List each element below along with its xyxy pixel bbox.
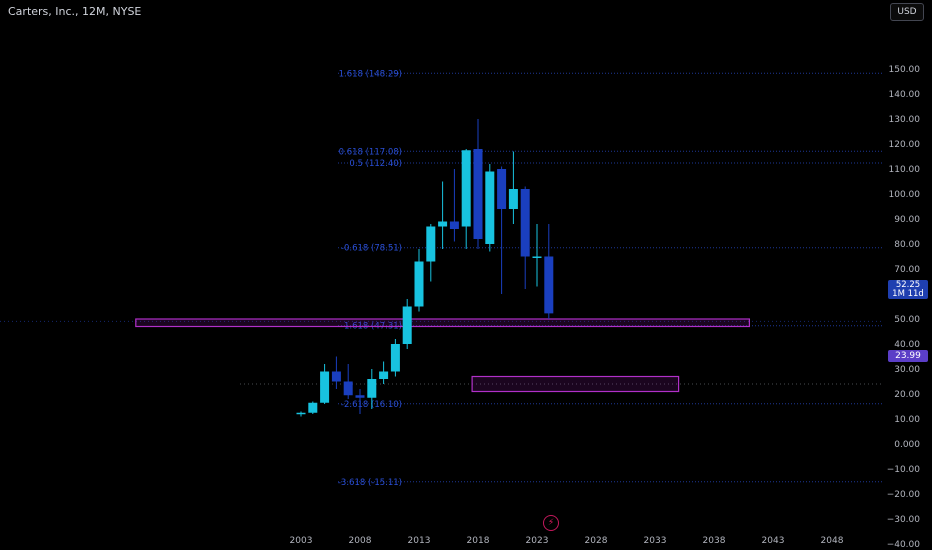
y-tick-label: −20.00 xyxy=(887,490,921,500)
candle-body xyxy=(520,189,530,257)
y-tick-label: 150.00 xyxy=(889,65,921,75)
candle-body xyxy=(461,150,471,227)
fib-level-label: -3.618 (-15.11) xyxy=(338,478,402,488)
y-tick-label: 130.00 xyxy=(889,115,921,125)
y-tick-label: 140.00 xyxy=(889,90,921,100)
candle-body xyxy=(414,261,424,307)
y-tick-label: 10.00 xyxy=(894,415,920,425)
y-tick-label: −10.00 xyxy=(887,465,921,475)
candle-body xyxy=(379,371,389,379)
lightning-icon[interactable]: ⚡ xyxy=(543,515,559,531)
candle-body xyxy=(355,395,365,398)
candle-body xyxy=(473,149,483,239)
candle-body xyxy=(343,381,353,396)
upper-zone xyxy=(135,318,750,328)
x-tick-label: 2003 xyxy=(290,536,313,546)
x-tick-label: 2013 xyxy=(408,536,431,546)
fib-level-label: 0.5 (112.40) xyxy=(349,159,402,169)
x-tick-label: 2043 xyxy=(762,536,785,546)
last-price-value: 52.25 xyxy=(895,280,921,290)
y-tick-label: 20.00 xyxy=(894,390,920,400)
y-tick-label: 100.00 xyxy=(889,190,921,200)
candle-body xyxy=(331,371,341,382)
y-tick-label: 110.00 xyxy=(889,165,921,175)
candle-body xyxy=(402,306,412,344)
y-tick-label: 30.00 xyxy=(894,365,920,375)
candle-body xyxy=(438,221,448,227)
last-price-countdown: 1M 11d xyxy=(892,289,924,299)
y-tick-label: −40.00 xyxy=(887,540,921,550)
last-price-label: 52.25 1M 11d xyxy=(888,280,928,299)
y-tick-label: 80.00 xyxy=(894,240,920,250)
x-tick-label: 2008 xyxy=(349,536,372,546)
y-tick-label: 40.00 xyxy=(894,340,920,350)
candle-body xyxy=(390,344,400,372)
x-tick-label: 2048 xyxy=(821,536,844,546)
candle-body xyxy=(508,189,518,209)
lower-zone xyxy=(471,375,680,393)
fib-level-label: -0.618 (78.51) xyxy=(341,244,402,254)
candle-body xyxy=(320,371,330,403)
candle-body xyxy=(449,221,459,229)
x-tick-label: 2038 xyxy=(703,536,726,546)
candle-body xyxy=(497,169,507,209)
y-tick-label: 50.00 xyxy=(894,315,920,325)
candle-body xyxy=(308,402,318,413)
currency-button[interactable]: USD xyxy=(890,3,924,21)
x-tick-label: 2023 xyxy=(526,536,549,546)
x-tick-label: 2028 xyxy=(585,536,608,546)
x-tick-label: 2033 xyxy=(644,536,667,546)
candle-body xyxy=(367,379,377,398)
y-tick-label: 70.00 xyxy=(894,265,920,275)
candle-body xyxy=(485,171,495,244)
candle-body xyxy=(426,226,436,262)
candle-body xyxy=(532,256,542,258)
chart-title: Carters, Inc., 12M, NYSE xyxy=(8,5,142,18)
x-tick-label: 2018 xyxy=(467,536,490,546)
fib-level-label: 0.618 (117.08) xyxy=(339,147,402,157)
fib-level-label: 1.618 (148.29) xyxy=(339,69,402,79)
candle-body xyxy=(296,412,306,415)
alt-price-label: 23.99 xyxy=(888,350,928,362)
y-tick-label: 90.00 xyxy=(894,215,920,225)
y-tick-label: −30.00 xyxy=(887,515,921,525)
candle-body xyxy=(544,256,554,314)
y-tick-label: 120.00 xyxy=(889,140,921,150)
y-tick-label: 0.000 xyxy=(894,440,920,450)
